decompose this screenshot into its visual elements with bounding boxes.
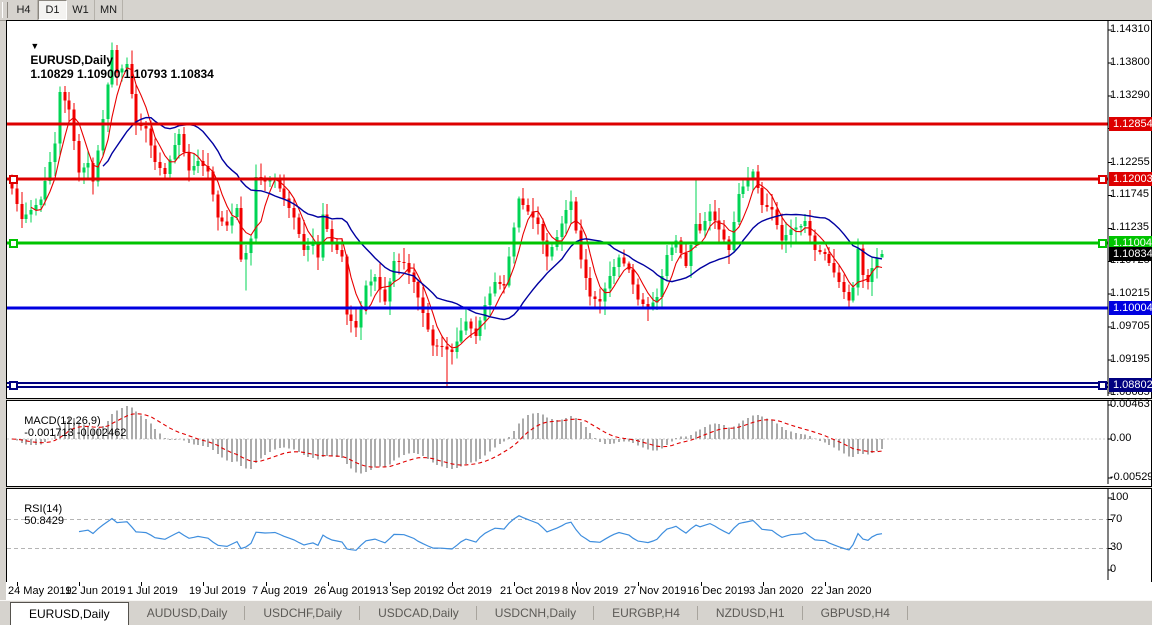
timeframe-button-mn[interactable]: MN <box>95 0 123 20</box>
date-tick-label: 22 Jan 2020 <box>811 585 872 597</box>
date-tick-label: 8 Nov 2019 <box>562 585 619 597</box>
date-tick-label: 16 Dec 2019 <box>687 585 750 597</box>
rsi-value: 50.8429 <box>24 515 64 527</box>
chart-tab-bar: EURUSD,Daily AUDUSD,Daily USDCHF,Daily USDC… <box>0 600 1152 625</box>
date-tick <box>141 582 142 586</box>
timeframe-toolbar: H4 D1 W1 MN <box>0 0 1152 21</box>
price-tick-label: 1.11235 <box>1110 221 1149 233</box>
date-tick-label: 1 Jul 2019 <box>127 585 178 597</box>
rsi-panel[interactable]: RSI(14) 50.8429 <box>6 488 1152 583</box>
price-tick-label: 100 <box>1110 491 1129 503</box>
timeframe-button-w1[interactable]: W1 <box>67 0 95 20</box>
macd-panel[interactable]: MACD(12,26,9) -0.001713 -0.002462 <box>6 400 1152 487</box>
date-tick <box>576 582 577 586</box>
tab-separator <box>906 606 908 620</box>
rsi-name: RSI(14) <box>24 503 63 515</box>
price-tick-label: 0.00 <box>1110 432 1132 444</box>
date-tick-label: 21 Oct 2019 <box>500 585 560 597</box>
price-line-label: 1.10004 <box>1109 301 1152 315</box>
tab-separator <box>359 606 361 620</box>
tab-separator <box>801 606 803 620</box>
price-tick-label: 1.10215 <box>1110 287 1150 299</box>
rsi-canvas[interactable] <box>7 489 1152 580</box>
chart-symbol: EURUSD,Daily <box>30 53 114 67</box>
price-tick-label: 1.09195 <box>1110 353 1150 365</box>
price-chart-panel[interactable]: ▼ EURUSD,Daily 1.10829 1.10900 1.10793 1… <box>6 20 1152 399</box>
chart-tab-eurusd-daily[interactable]: EURUSD,Daily <box>10 602 129 625</box>
date-tick <box>17 582 18 586</box>
date-tick <box>203 582 204 586</box>
price-tick-label: 1.13800 <box>1110 56 1150 68</box>
macd-label: MACD(12,26,9) -0.001713 -0.002462 <box>12 403 126 451</box>
price-tick-label: 1.11745 <box>1110 188 1149 200</box>
tab-separator <box>244 606 246 620</box>
date-tick-label: 27 Nov 2019 <box>624 585 687 597</box>
tab-separator <box>593 606 595 620</box>
chart-tab-nzdusd-h1[interactable]: NZDUSD,H1 <box>698 601 803 625</box>
chart-tab-usdcnh-daily[interactable]: USDCNH,Daily <box>477 601 595 625</box>
chart-ohlc-values: 1.10829 1.10900 1.10793 1.10834 <box>30 67 214 81</box>
tab-separator <box>696 606 698 620</box>
price-tick-label: 0.00463 <box>1110 398 1150 410</box>
price-tick-label: 70 <box>1110 513 1123 525</box>
macd-canvas[interactable] <box>7 401 1152 484</box>
line-handle[interactable] <box>9 239 18 248</box>
date-tick <box>390 582 391 586</box>
date-tick-label: 13 Sep 2019 <box>376 585 439 597</box>
date-tick-label: 7 Aug 2019 <box>252 585 308 597</box>
price-tick-label: 1.12255 <box>1110 156 1150 168</box>
price-chart-canvas[interactable] <box>7 21 1152 396</box>
date-tick <box>266 582 267 586</box>
chart-tab-gbpusd-h4[interactable]: GBPUSD,H4 <box>803 601 908 625</box>
timeframe-button-d1[interactable]: D1 <box>38 0 67 20</box>
chart-tab-usdcad-daily[interactable]: USDCAD,Daily <box>360 601 477 625</box>
tab-separator <box>475 606 477 620</box>
symbol-dropdown-icon[interactable]: ▼ <box>30 41 40 51</box>
date-tick <box>328 582 329 586</box>
date-tick <box>79 582 80 586</box>
date-tick <box>452 582 453 586</box>
chart-tab-usdchf-daily[interactable]: USDCHF,Daily <box>245 601 361 625</box>
chart-tab-audusd-daily[interactable]: AUDUSD,Daily <box>129 601 246 625</box>
date-tick <box>638 582 639 586</box>
line-handle[interactable] <box>1098 381 1107 390</box>
date-tick-label: 26 Aug 2019 <box>314 585 376 597</box>
rsi-label: RSI(14) 50.8429 <box>12 491 64 539</box>
chart-title: ▼ EURUSD,Daily 1.10829 1.10900 1.10793 1… <box>17 25 214 95</box>
date-tick-label: 3 Jan 2020 <box>749 585 804 597</box>
price-tick-label: 1.09705 <box>1110 320 1150 332</box>
time-axis[interactable]: 24 May 2019 12 Jun 2019 1 Jul 2019 19 Jul 2… <box>6 582 1152 600</box>
date-tick-label: 19 Jul 2019 <box>189 585 246 597</box>
line-handle[interactable] <box>1098 175 1107 184</box>
date-tick <box>825 582 826 586</box>
date-tick-label: 2 Oct 2019 <box>438 585 492 597</box>
price-tick-label: -0.005299 <box>1110 471 1152 483</box>
price-line-label: 1.10834 <box>1109 247 1152 261</box>
macd-values: -0.001713 -0.002462 <box>24 427 127 439</box>
price-line-label: 1.12003 <box>1109 172 1152 186</box>
candles <box>10 42 884 387</box>
price-tick-label: 1.14310 <box>1110 23 1150 35</box>
price-tick-label: 1.13290 <box>1110 89 1150 101</box>
date-tick-label: 24 May 2019 <box>8 585 72 597</box>
line-handle[interactable] <box>9 381 18 390</box>
date-tick <box>514 582 515 586</box>
price-line-label: 1.08802 <box>1109 378 1152 392</box>
price-line-label: 1.12854 <box>1109 117 1152 131</box>
price-line-label: 1.11004 <box>1109 236 1152 250</box>
date-tick-label: 12 Jun 2019 <box>65 585 126 597</box>
macd-name: MACD(12,26,9) <box>24 415 101 427</box>
price-tick-label: 30 <box>1110 541 1123 553</box>
date-tick <box>763 582 764 586</box>
date-tick <box>701 582 702 586</box>
price-tick-label: 0 <box>1110 563 1117 575</box>
line-handle[interactable] <box>1098 239 1107 248</box>
line-handle[interactable] <box>9 175 18 184</box>
chart-tab-eurgbp-h4[interactable]: EURGBP,H4 <box>594 601 698 625</box>
toolbar-grip[interactable] <box>2 2 8 18</box>
timeframe-button-h4[interactable]: H4 <box>10 0 38 20</box>
